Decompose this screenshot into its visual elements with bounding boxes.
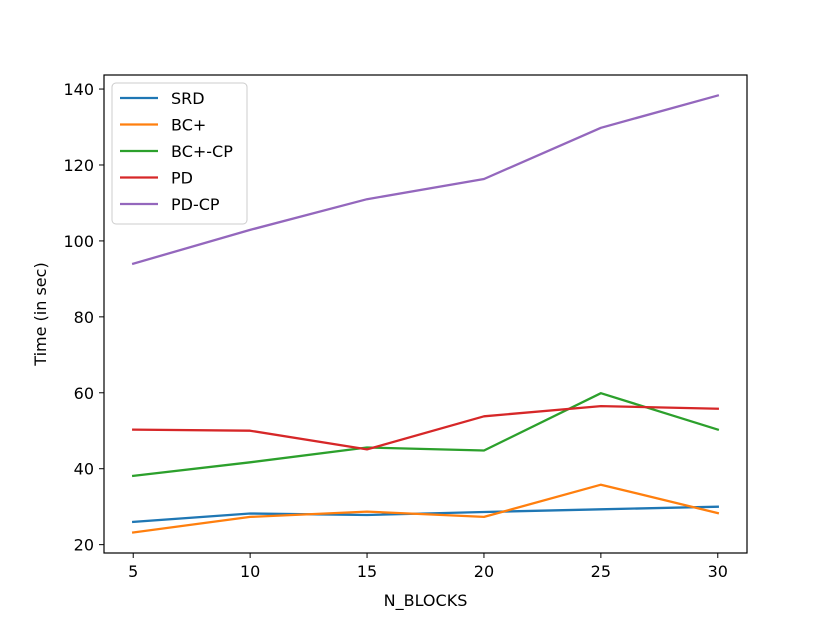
legend-box [111, 82, 248, 225]
x-tick-label: 5 [128, 562, 138, 581]
legend-label: PD-CP [171, 195, 220, 214]
series-line-pd-cp [131, 94, 720, 266]
y-tick-label: 80 [74, 308, 94, 327]
series-line-bc-cp [131, 392, 720, 478]
x-tick-label: 15 [357, 562, 377, 581]
series-line-bc [131, 483, 720, 534]
y-axis-label: Time (in sec) [31, 262, 50, 366]
y-tick-label: 60 [74, 384, 94, 403]
legend-label: PD [171, 169, 193, 188]
x-tick-label: 25 [591, 562, 611, 581]
y-tick-label: 120 [63, 156, 94, 175]
y-tick-label: 100 [63, 232, 94, 251]
y-tick-label: 40 [74, 460, 94, 479]
legend-label: BC+ [171, 116, 206, 135]
x-tick-label: 30 [708, 562, 728, 581]
plot-frame [103, 74, 748, 554]
x-tick-label: 20 [474, 562, 494, 581]
series-line-pd [132, 404, 719, 451]
x-axis-ticks: 5 10 15 20 25 30 [128, 553, 728, 581]
series-lines [131, 94, 720, 534]
y-tick-label: 140 [63, 80, 94, 99]
y-tick-label: 20 [74, 536, 94, 555]
legend: SRD BC+ BC+-CP PD PD-CP [111, 82, 248, 225]
x-axis-label: N_BLOCKS [384, 591, 468, 611]
legend-label: BC+-CP [171, 142, 233, 161]
legend-label: SRD [171, 89, 205, 108]
x-tick-label: 10 [240, 562, 260, 581]
y-axis-ticks: 20 40 60 80 100 120 140 [63, 80, 104, 555]
